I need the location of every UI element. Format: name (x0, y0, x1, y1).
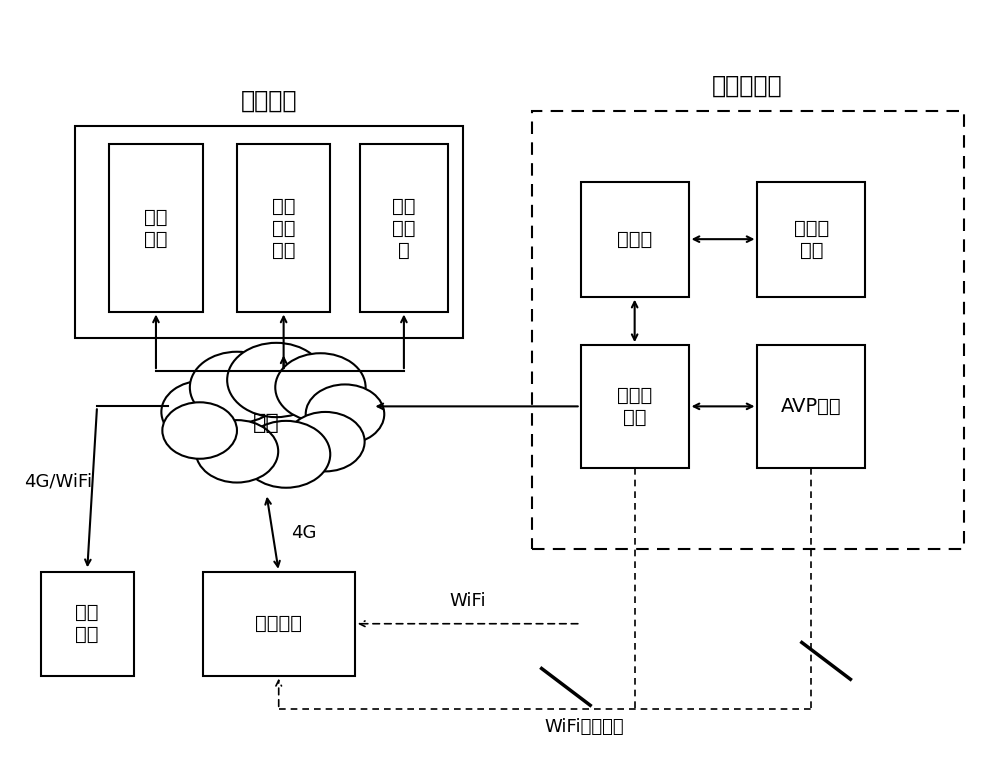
Bar (581, 182, 689, 297)
Circle shape (286, 412, 365, 472)
Bar (532, 111, 964, 550)
Text: AVP系统: AVP系统 (781, 397, 842, 416)
Bar (203, 572, 355, 676)
Bar (237, 145, 330, 312)
Circle shape (196, 420, 278, 482)
Text: 充电桩: 充电桩 (617, 229, 652, 248)
Bar (360, 145, 448, 312)
Text: WiFi: WiFi (449, 592, 486, 610)
Text: 目标车辆: 目标车辆 (255, 614, 302, 633)
Circle shape (190, 352, 284, 423)
Bar (75, 126, 463, 338)
Text: 场地
服务
器: 场地 服务 器 (392, 197, 416, 260)
Circle shape (162, 402, 237, 459)
Bar (109, 145, 203, 312)
Circle shape (161, 381, 244, 443)
Text: 插枪机
器人: 插枪机 器人 (794, 219, 829, 260)
Bar (757, 345, 865, 468)
Text: 4G: 4G (291, 524, 316, 542)
Text: 场地局域网: 场地局域网 (712, 73, 783, 98)
Text: 公网: 公网 (253, 413, 280, 433)
Circle shape (275, 354, 366, 422)
Circle shape (227, 343, 325, 417)
Text: 充电
管理
平台: 充电 管理 平台 (272, 197, 295, 260)
Circle shape (306, 385, 384, 444)
Text: 服务器端: 服务器端 (241, 89, 297, 113)
Bar (581, 345, 689, 468)
Bar (757, 182, 865, 297)
Text: 4G/WiFi: 4G/WiFi (24, 472, 92, 491)
Bar (41, 572, 134, 676)
Text: 移动
终端: 移动 终端 (75, 603, 99, 644)
Text: 车联
平台: 车联 平台 (144, 207, 168, 248)
Text: WiFi专用网络: WiFi专用网络 (545, 718, 624, 736)
Circle shape (242, 421, 330, 488)
Text: 场地路
由器: 场地路 由器 (617, 386, 652, 427)
